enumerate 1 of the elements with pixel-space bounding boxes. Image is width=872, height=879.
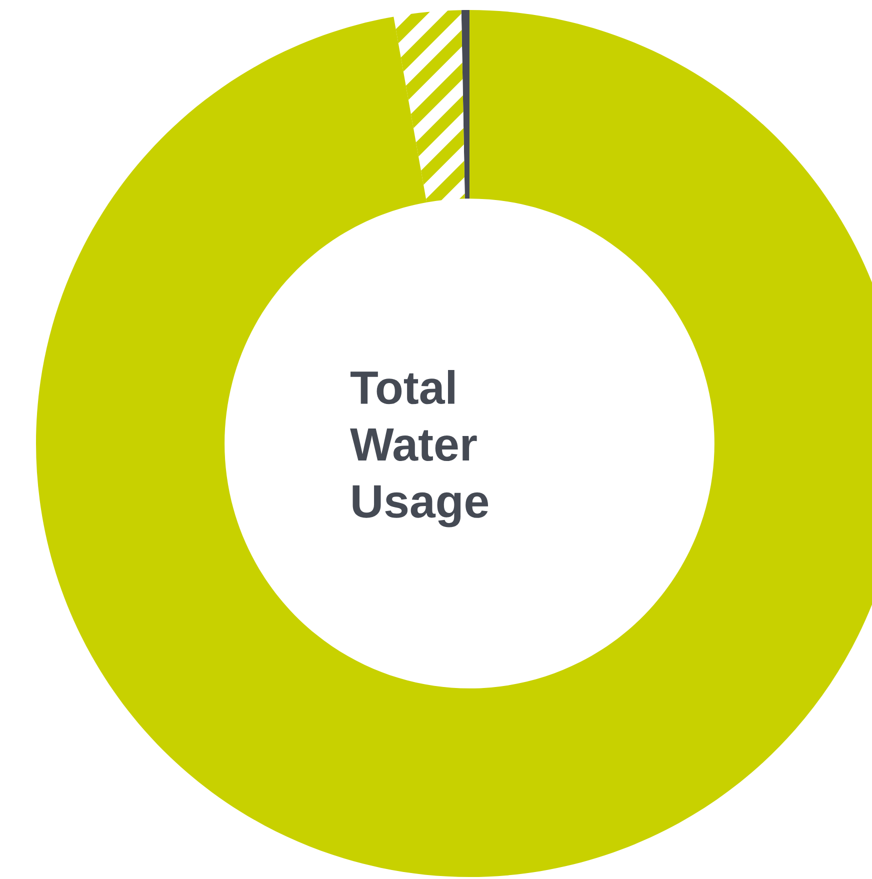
text: Total Water Usage (350, 370, 488, 528)
